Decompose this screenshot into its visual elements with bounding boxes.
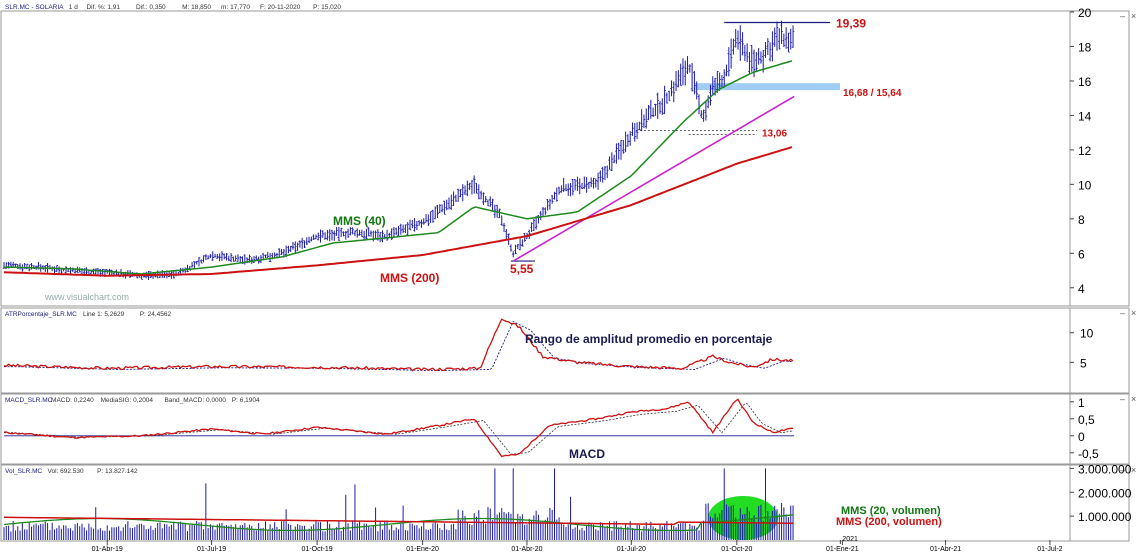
atr-y-tick-label: 10 [1080,327,1094,341]
atr-line [3,318,794,372]
support-line-label: 13,06 [762,129,787,140]
vol-mms20-label: MMS (20, volumen) [841,505,941,517]
mms200-line [3,146,793,277]
vol-header-item: P: 13.827.142 [97,468,138,475]
macd-signal-line [4,403,794,455]
x-tick-label: 01-Oct-19 [302,546,333,553]
vol-panel-frame [0,464,1130,542]
low-label: 5,55 [510,262,534,276]
high-label: 19,39 [836,17,866,31]
x-tick-label: 01-Abr-21 [930,546,961,553]
vol-y-tick-label: 2.000.000 [1078,486,1132,500]
price-header-item: P: 15,020 [313,4,341,11]
price-y-tick-label: 4 [1078,282,1085,296]
atr-header-item: P: 24,4562 [140,311,172,318]
vol-mms200-line [3,516,794,526]
x-tick-label: 01-Jul-19 [197,546,226,553]
atr-panel-close-icon: × [1131,308,1136,318]
price-header-item: 1 d [69,4,78,11]
price-y-tick-label: 8 [1078,213,1085,227]
x-tick-label: 01-Jul-2 [1037,546,1062,553]
atr-panel-min-icon: – [1120,308,1125,318]
macd-header-item: P: 6,1904 [232,397,260,404]
mms40-label: MMS (40) [333,214,386,228]
price-header-item: Dif. %: 1,91 [86,4,120,11]
vol-mms20-line [3,514,794,532]
macd-title: MACD [569,447,605,461]
macd-header-item: MediaSIG: 0,2004 [101,397,154,404]
support-zone [694,83,840,91]
macd-header-item: Band_MACD: 0,0000 [164,397,226,404]
vol-header-item: Vol_SLR.MC [5,468,43,475]
atr-header-item: ATRPorcentaje_SLR.MC [5,311,77,318]
trendline [512,95,795,262]
price-header-item: m: 17,770 [221,4,250,11]
macd-header-item: MACD: 0,2240 [51,397,94,404]
x-tick-label: 01-Ene-21 [826,546,859,553]
macd-line [3,398,793,458]
macd-panel-close-icon: × [1131,394,1136,404]
price-y-tick-label: 10 [1078,178,1092,192]
watermark: www.visualchart.com [44,292,129,302]
price-header-item: M: 18,850 [182,4,211,11]
x-tick-label: 01-Abr-19 [92,546,123,553]
macd-y-tick-label: 0 [1078,430,1085,444]
atr-header-item: Line 1: 5,2629 [83,311,125,318]
support-zone-label: 16,68 / 15,64 [843,88,902,99]
price-panel-frame [0,10,1130,307]
vol-panel-min-icon: – [1120,465,1125,475]
price-y-tick-label: 6 [1078,247,1085,261]
vol-mms200-label: MMS (200, volumen) [836,516,942,528]
atr-title: Rango de amplitud promedio en porcentaje [525,332,773,346]
atr-panel-frame [0,307,1130,394]
x-tick-label: 01-Oct-20 [721,546,752,553]
x-tick-label: 01-Ene-20 [406,546,439,553]
vol-y-tick-label: 3.000.000 [1078,462,1132,476]
price-header-item: F: 20-11-2020 [260,4,301,11]
price-header-item: SLR.MC - SOLARIA [5,4,64,11]
x-tick-label: 01-Jul-20 [617,546,646,553]
price-header-item: Dif.: 0,350 [136,4,166,11]
price-y-tick-label: 20 [1078,6,1092,20]
macd-panel-min-icon: – [1120,394,1125,404]
macd-header-item: MACD_SLR.MC [5,397,53,404]
macd-y-tick-label: -0,5 [1078,447,1099,461]
vol-header-item: Vol: 692.530 [48,468,85,475]
macd-y-tick-label: 1 [1078,396,1085,410]
mms200-label: MMS (200) [380,271,439,285]
price-y-tick-label: 14 [1078,109,1092,123]
x-tick-label: 2021 [842,536,858,543]
price-y-tick-label: 18 [1078,40,1092,54]
vol-y-tick-label: 1.000.000 [1078,510,1132,524]
mms40-line [3,60,793,275]
macd-y-tick-label: 0,5 [1078,413,1095,427]
atr-y-tick-label: 5 [1080,356,1087,370]
x-tick-label: 01-Abr-20 [511,546,542,553]
vol-panel-close-icon: × [1131,465,1136,475]
price-panel-close-icon: × [1131,11,1136,21]
price-panel-min-icon: – [1120,11,1125,21]
price-y-tick-label: 12 [1078,144,1092,158]
macd-panel-frame [0,393,1130,465]
price-y-tick-label: 16 [1078,75,1092,89]
